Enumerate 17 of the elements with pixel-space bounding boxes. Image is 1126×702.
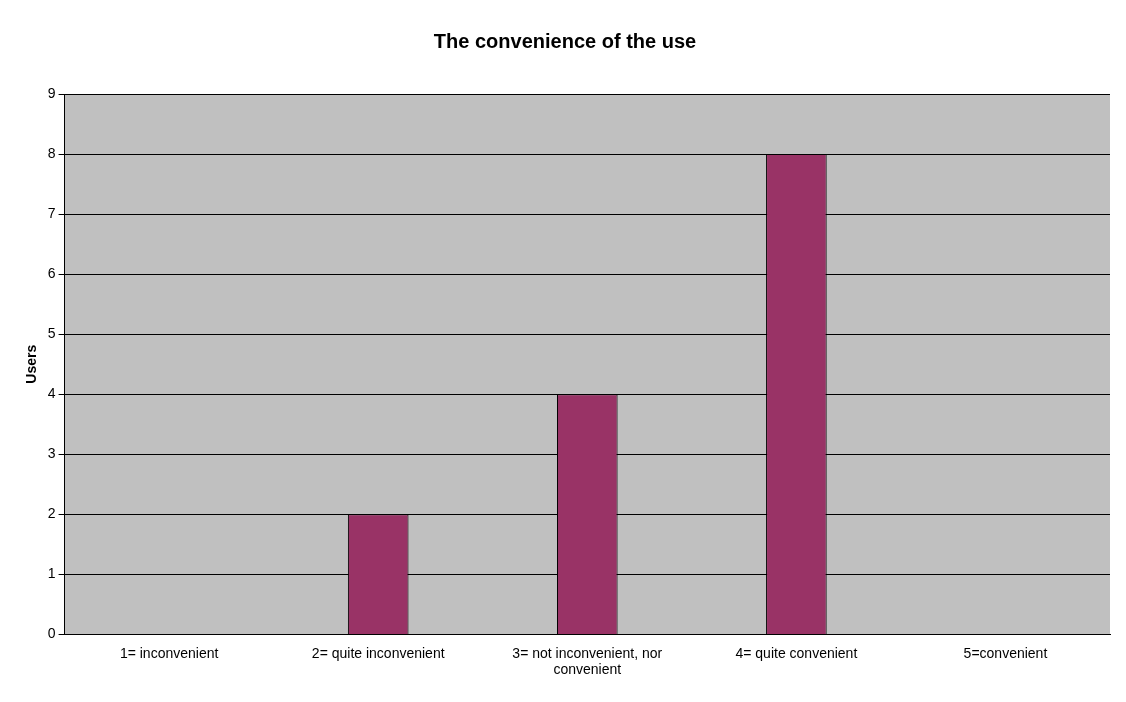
y-tick-label: 4: [47, 385, 56, 402]
x-tick-label: 2= quite inconvenient: [311, 644, 445, 661]
y-tick-label: 7: [47, 204, 56, 221]
y-tick-label: 6: [47, 264, 56, 281]
x-tick-label: 5=convenient: [963, 644, 1048, 661]
chart-title: The convenience of the use: [433, 29, 697, 52]
x-tick-label: 4= quite convenient: [735, 644, 858, 661]
y-tick-label: 2: [47, 505, 56, 522]
y-tick-label: 8: [47, 144, 56, 161]
x-tick-label: 1= inconvenient: [119, 644, 219, 661]
y-tick-label: 1: [47, 565, 56, 582]
y-tick-label: 3: [47, 445, 56, 462]
y-axis-title: Users: [23, 344, 40, 384]
x-tick-label: 3= not inconvenient, nor convenient: [512, 644, 663, 678]
y-tick-label: 9: [47, 84, 56, 101]
y-tick-label: 0: [47, 625, 56, 642]
y-tick-label: 5: [47, 325, 56, 342]
